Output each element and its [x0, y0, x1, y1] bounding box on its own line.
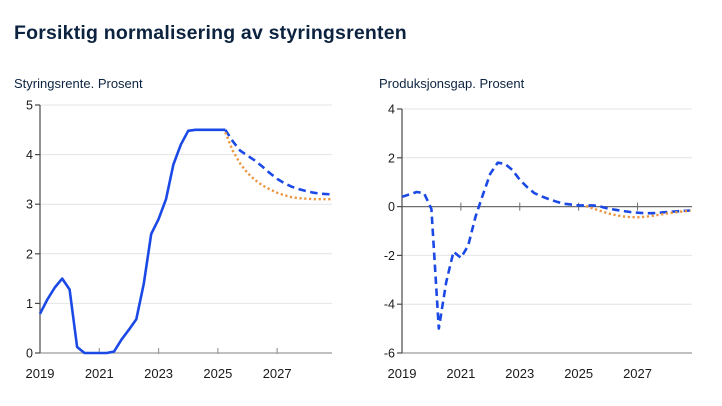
y-tick-label: 4: [388, 103, 395, 117]
x-tick-label: 2023: [144, 366, 173, 381]
page-title: Forsiktig normalisering av styringsrente…: [14, 22, 407, 44]
x-tick-label: 2019: [388, 366, 417, 381]
y-tick-label: 4: [26, 148, 33, 162]
y-tick-label: 0: [388, 200, 395, 214]
x-tick-label: 2021: [446, 366, 475, 381]
y-tick-label: 0: [26, 347, 33, 361]
series-line-styringsrente-historisk: [38, 128, 226, 355]
x-tick-label: 2025: [564, 366, 593, 381]
output-gap-chart: -6 -4 -2 0 2 4 2019 2021 2023 2025 2027: [384, 103, 692, 381]
y-tick-label: 3: [26, 198, 33, 212]
series-line-styringsrente-prognose: [224, 129, 331, 196]
x-tick-label: 2021: [85, 366, 114, 381]
series-line-styringsrente-forrige-prognose: [224, 131, 331, 201]
y-tick-label: -4: [384, 298, 395, 312]
y-tick-label: -6: [384, 347, 395, 361]
x-tick-label: 2027: [263, 366, 292, 381]
series-line-produksjonsgap: [401, 161, 691, 330]
left-chart-subtitle: Styringsrente. Prosent: [14, 76, 143, 91]
y-tick-label: 1: [26, 297, 33, 311]
series-line-produksjonsgap-forrige-prognose: [585, 204, 691, 219]
y-tick-label: 2: [26, 247, 33, 261]
x-tick-label: 2025: [203, 366, 232, 381]
x-tick-label: 2019: [26, 366, 55, 381]
y-tick-label: -2: [384, 249, 395, 263]
x-tick-label: 2027: [623, 366, 652, 381]
policy-rate-chart: 0 1 2 3 4 5 2019 2021 2023 2025 2027: [26, 99, 332, 381]
right-chart-subtitle: Produksjonsgap. Prosent: [379, 76, 525, 91]
y-tick-label: 2: [388, 151, 395, 165]
y-tick-label: 5: [26, 99, 33, 113]
x-tick-label: 2023: [505, 366, 534, 381]
